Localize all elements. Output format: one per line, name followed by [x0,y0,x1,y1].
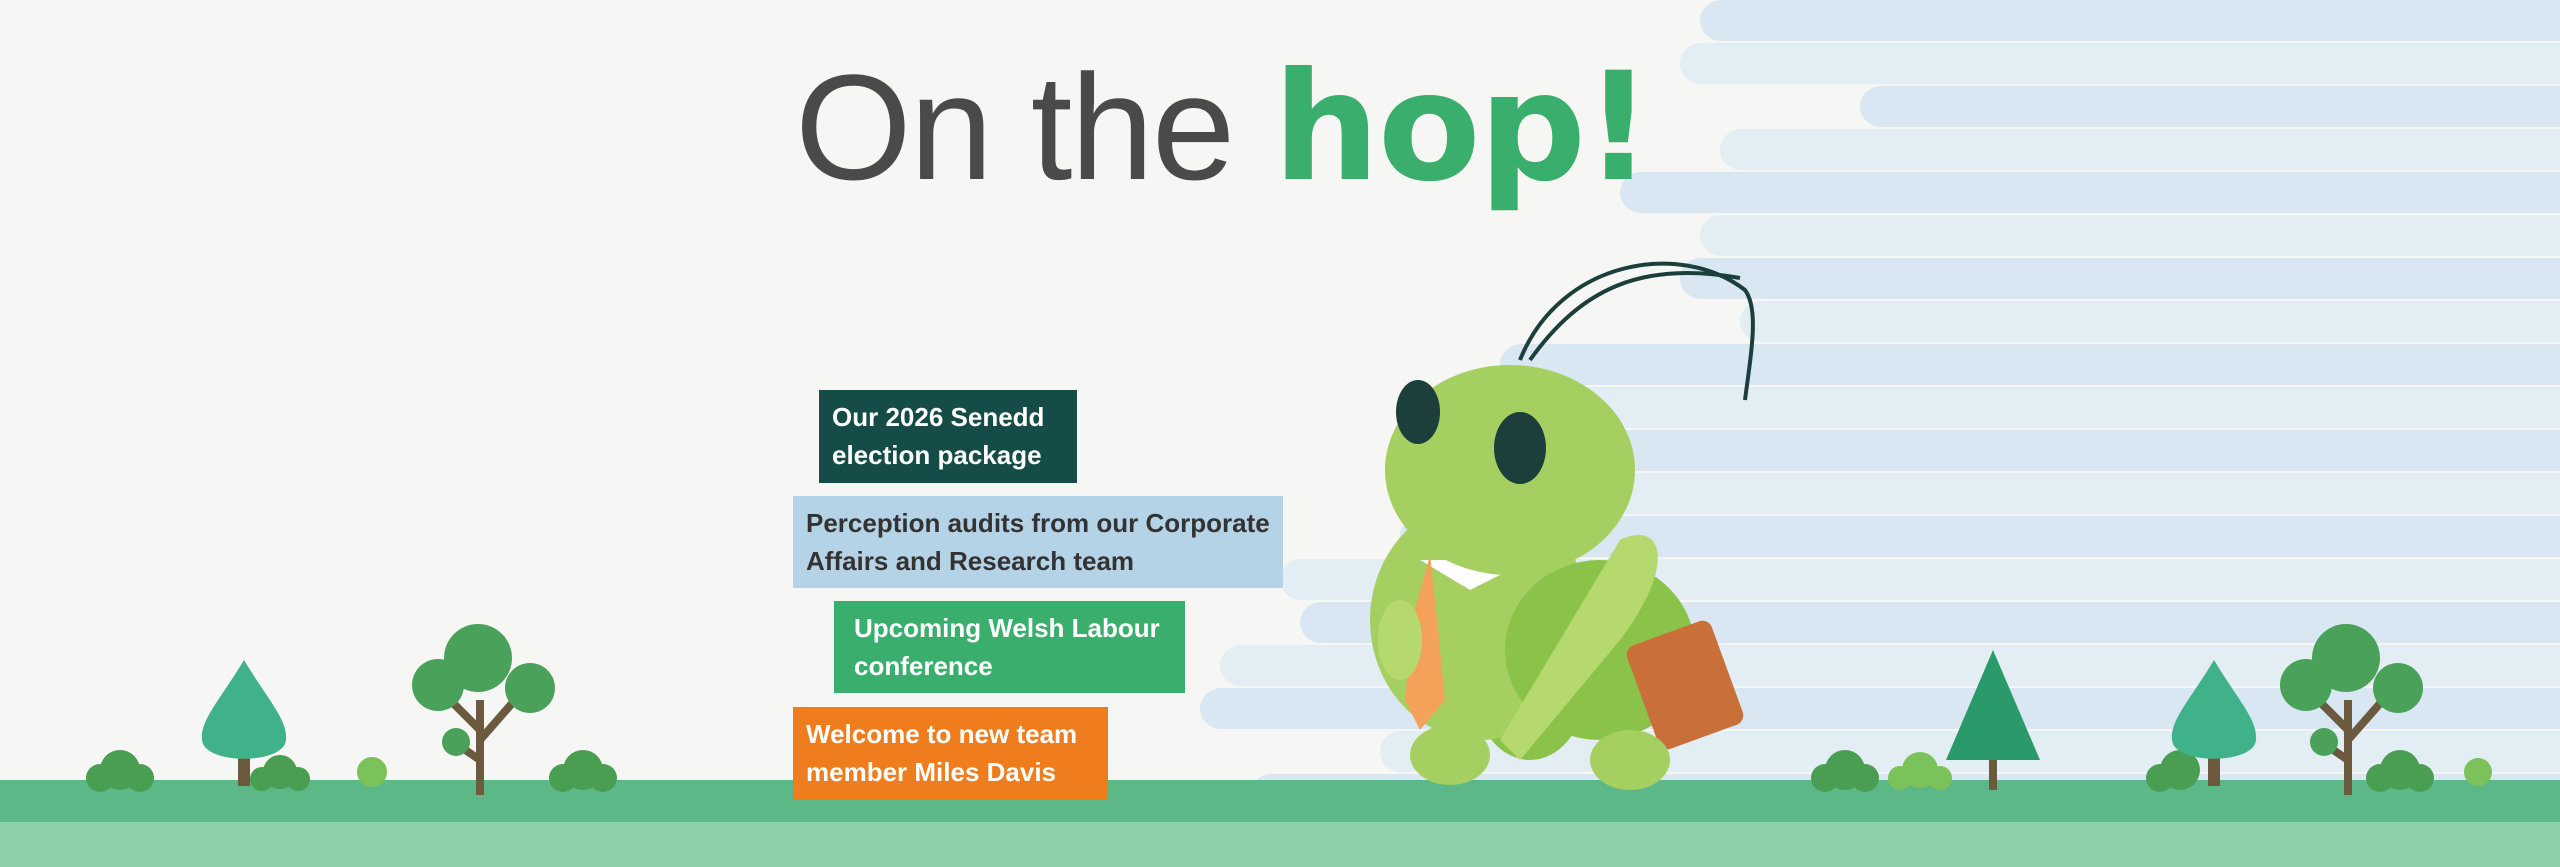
speed-stripe [1420,430,2560,471]
news-item-election-package[interactable]: Our 2026 Senedd election package [819,390,1077,483]
news-item-new-team-member[interactable]: Welcome to new team member Miles Davis [793,707,1108,799]
headline-highlight: hop! [1272,41,1653,215]
speed-stripe [1700,0,2560,41]
news-item-line: conference [854,651,993,681]
ground-lower [0,822,2560,867]
headline: On the hop! [795,52,1653,203]
speed-stripe [1390,473,2560,514]
pine-tree-icon [1946,650,2040,790]
speed-stripe [1700,215,2560,256]
news-item-line: election package [832,440,1042,470]
teardrop-tree-icon [201,660,2257,786]
grasshopper-icon [1370,261,1755,790]
news-item-perception-audits[interactable]: Perception audits from our Corporate Aff… [793,496,1283,588]
news-item-line: Affairs and Research team [806,546,1135,576]
news-item-line: Our 2026 Senedd [832,402,1045,432]
branch-tree-icon [412,624,2423,795]
light-bush-icon [357,752,2492,790]
speed-stripe [1620,172,2560,213]
news-item-line: member Miles Davis [806,757,1057,787]
speed-stripe [1860,86,2560,127]
news-item-welsh-labour-conference[interactable]: Upcoming Welsh Labour conference [834,601,1185,693]
speed-stripe [1680,43,2560,84]
speed-stripe [1680,258,2560,299]
ground [0,780,2560,822]
headline-prefix: On the [795,43,1235,211]
speed-stripe [1500,344,2560,385]
speed-stripe [1720,129,2560,170]
speed-stripe [1740,301,2560,342]
speed-stripe [1400,516,2560,557]
news-item-line: Perception audits from our Corporate [806,508,1270,538]
bush-icon [86,750,2434,792]
speed-stripe [1470,387,2560,428]
news-item-line: Upcoming Welsh Labour [854,613,1160,643]
news-item-line: Welcome to new team [806,719,1078,749]
